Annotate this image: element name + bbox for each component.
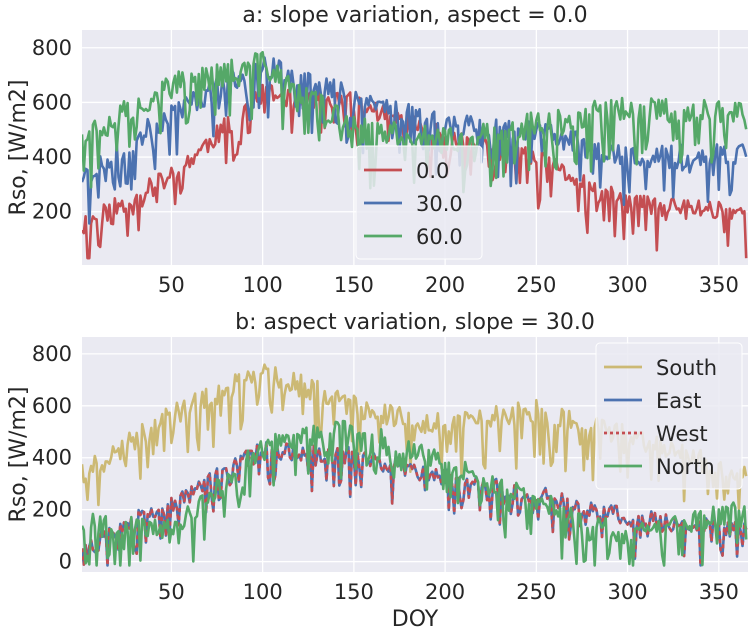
legend-label: East	[656, 389, 701, 413]
x-tick-label: 300	[608, 273, 648, 297]
x-tick-label: 350	[699, 580, 739, 604]
x-tick-label: 50	[158, 580, 185, 604]
y-tick-label: 400	[32, 446, 72, 470]
x-tick-label: 250	[516, 580, 556, 604]
x-tick-label: 250	[516, 273, 556, 297]
x-tick-label: 350	[699, 273, 739, 297]
legend-label: North	[656, 455, 715, 479]
x-tick-label: 100	[243, 580, 283, 604]
legend-label: 60.0	[416, 225, 463, 249]
legend-label: West	[656, 422, 708, 446]
series-line-north	[82, 419, 748, 567]
panel-a: 50 100 150 200 250 300 350 200 400 600 800 a: slope…	[6, 3, 748, 297]
x-axis-label: DOY	[392, 607, 439, 632]
chart-title: b: aspect variation, slope = 30.0	[235, 310, 595, 335]
series-line-west	[82, 441, 748, 567]
panel-b: 50 100 150 200 250 300 350 0 200 400 600 800 b: aspe…	[6, 310, 748, 632]
series-line-0-0	[82, 83, 748, 260]
y-tick-label: 800	[32, 342, 72, 366]
y-tick-label: 200	[32, 498, 72, 522]
legend-box	[355, 145, 483, 260]
legend: South East West North	[595, 342, 743, 490]
legend-label: South	[656, 356, 717, 380]
y-tick-label: 400	[32, 145, 72, 169]
x-tick-label: 50	[158, 273, 185, 297]
legend-label: 0.0	[416, 159, 449, 183]
y-axis-label: Rso, [W/m2]	[6, 387, 31, 523]
y-tick-label: 800	[32, 36, 72, 60]
y-axis-label: Rso, [W/m2]	[6, 80, 31, 216]
x-tick-label: 100	[243, 273, 283, 297]
legend-label: 30.0	[416, 192, 463, 216]
legend-box	[595, 342, 743, 490]
x-tick-label: 150	[334, 580, 374, 604]
y-tick-label: 600	[32, 394, 72, 418]
x-tick-label: 200	[425, 273, 465, 297]
y-tick-label: 200	[32, 200, 72, 224]
x-tick-label: 300	[608, 580, 648, 604]
chart-title: a: slope variation, aspect = 0.0	[242, 3, 587, 28]
x-tick-label: 150	[334, 273, 374, 297]
legend: 0.0 30.0 60.0	[355, 145, 483, 260]
y-tick-label: 600	[32, 90, 72, 114]
x-tick-label: 200	[425, 580, 465, 604]
y-tick-label: 0	[59, 550, 72, 574]
